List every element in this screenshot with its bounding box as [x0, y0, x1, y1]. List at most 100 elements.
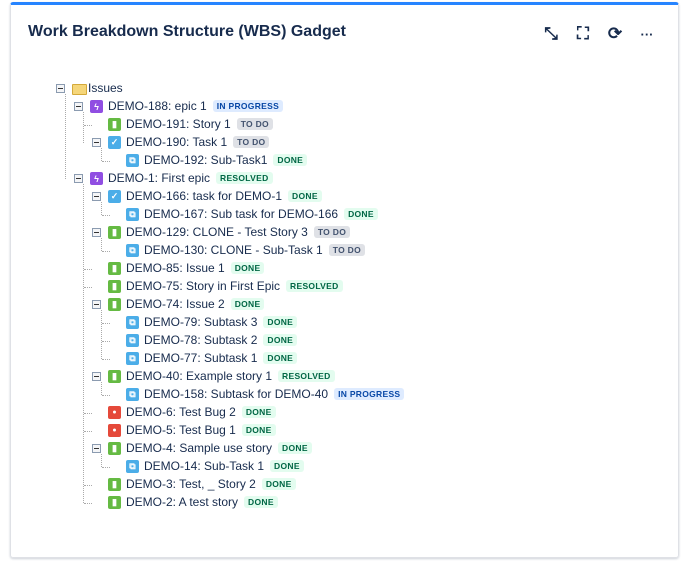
issue-title[interactable]: DEMO-74: Issue 2	[126, 297, 225, 311]
issue-title[interactable]: DEMO-158: Subtask for DEMO-40	[144, 387, 329, 401]
issue-title[interactable]: DEMO-75: Story in First Epic	[126, 279, 281, 293]
task-icon: ✓	[108, 136, 121, 149]
tree-item-label[interactable]: DEMO-129: CLONE - Test Story 3 TO DO	[126, 225, 351, 239]
issue-title[interactable]: DEMO-77: Subtask 1	[144, 351, 258, 365]
subtask-icon: ⧉	[126, 208, 139, 221]
tree-connector	[83, 184, 84, 503]
wbs-gadget: Work Breakdown Structure (WBS) Gadget ⤡ ⛶…	[10, 2, 679, 558]
tree-item-label[interactable]: DEMO-78: Subtask 2 DONE	[144, 333, 298, 347]
collapse-toggle[interactable]	[56, 84, 65, 93]
issue-title[interactable]: DEMO-14: Sub-Task 1	[144, 459, 265, 473]
issue-title[interactable]: DEMO-191: Story 1	[126, 117, 231, 131]
gadget-actions: ⤡ ⛶ ⟳ ···	[542, 24, 656, 43]
tree-item-label[interactable]: DEMO-75: Story in First Epic RESOLVED	[126, 279, 343, 293]
bug-icon: ●	[108, 424, 121, 437]
refresh-button[interactable]: ⟳	[607, 24, 623, 43]
issue-title[interactable]: DEMO-85: Issue 1	[126, 261, 225, 275]
tree-item-label[interactable]: DEMO-192: Sub-Task1 DONE	[144, 153, 308, 167]
tree-item-label[interactable]: Issues	[88, 81, 123, 95]
status-badge: DONE	[270, 460, 304, 472]
tree-connector	[102, 323, 110, 324]
tree-connector	[102, 395, 110, 396]
status-badge: RESOLVED	[286, 280, 343, 292]
issue-title[interactable]: DEMO-78: Subtask 2	[144, 333, 258, 347]
tree-connector	[101, 382, 102, 395]
tree-connector	[102, 251, 110, 252]
tree-connector	[84, 503, 92, 504]
tree-item-label[interactable]: DEMO-2: A test story DONE	[126, 495, 278, 509]
tree-item-label[interactable]: DEMO-85: Issue 1 DONE	[126, 261, 265, 275]
status-badge: RESOLVED	[278, 370, 335, 382]
status-badge: TO DO	[236, 118, 273, 130]
collapse-toggle[interactable]	[92, 444, 101, 453]
issue-title[interactable]: DEMO-190: Task 1	[126, 135, 228, 149]
status-badge: DONE	[278, 442, 312, 454]
story-icon: ▮	[108, 478, 121, 491]
issue-title[interactable]: Issues	[88, 81, 123, 95]
collapse-toggle[interactable]	[74, 174, 83, 183]
gadget-title: Work Breakdown Structure (WBS) Gadget	[28, 23, 346, 40]
tree-item-label[interactable]: DEMO-79: Subtask 3 DONE	[144, 315, 298, 329]
tree-connector	[101, 238, 102, 251]
story-icon: ▮	[108, 226, 121, 239]
tree-item-label[interactable]: DEMO-6: Test Bug 2 DONE	[126, 405, 276, 419]
collapse-toggle[interactable]	[92, 372, 101, 381]
subtask-icon: ⧉	[126, 334, 139, 347]
tree-item-label[interactable]: DEMO-5: Test Bug 1 DONE	[126, 423, 276, 437]
status-badge: DONE	[273, 154, 308, 166]
tree-item-label[interactable]: DEMO-188: epic 1 IN PROGRESS	[108, 99, 284, 113]
issue-title[interactable]: DEMO-6: Test Bug 2	[126, 405, 236, 419]
collapse-toggle[interactable]	[92, 138, 101, 147]
issue-title[interactable]: DEMO-129: CLONE - Test Story 3	[126, 225, 308, 239]
collapse-toggle[interactable]	[92, 192, 101, 201]
collapse-toggle[interactable]	[92, 228, 101, 237]
tree-connector	[102, 161, 110, 162]
tree-item-label[interactable]: DEMO-40: Example story 1 RESOLVED	[126, 369, 335, 383]
tree-item-label[interactable]: DEMO-3: Test, _ Story 2 DONE	[126, 477, 296, 491]
tree-connector	[84, 269, 92, 270]
issue-title[interactable]: DEMO-40: Example story 1	[126, 369, 273, 383]
tree-item-label[interactable]: DEMO-191: Story 1 TO DO	[126, 117, 273, 131]
tree-connector	[102, 467, 110, 468]
fullscreen-button[interactable]: ⛶	[577, 24, 589, 43]
story-icon: ▮	[108, 262, 121, 275]
issue-title[interactable]: DEMO-5: Test Bug 1	[126, 423, 236, 437]
issue-title[interactable]: DEMO-3: Test, _ Story 2	[126, 477, 256, 491]
tree-item-label[interactable]: DEMO-130: CLONE - Sub-Task 1 TO DO	[144, 243, 365, 257]
minimize-button[interactable]: ⤡	[544, 24, 558, 43]
issue-title[interactable]: DEMO-4: Sample use story	[126, 441, 273, 455]
issue-title[interactable]: DEMO-2: A test story	[126, 495, 239, 509]
tree-item-label[interactable]: DEMO-167: Sub task for DEMO-166 DONE	[144, 207, 378, 221]
subtask-icon: ⧉	[126, 388, 139, 401]
tree-item-label[interactable]: DEMO-166: task for DEMO-1 DONE	[126, 189, 322, 203]
tree-connector	[84, 431, 92, 432]
status-badge: DONE	[241, 406, 276, 418]
collapse-toggle[interactable]	[92, 300, 101, 309]
issue-title[interactable]: DEMO-167: Sub task for DEMO-166	[144, 207, 339, 221]
tree-item-label[interactable]: DEMO-1: First epic RESOLVED	[108, 171, 273, 185]
tree-item-label[interactable]: DEMO-158: Subtask for DEMO-40 IN PROGRESS	[144, 387, 405, 401]
tree-connector	[101, 310, 102, 359]
story-icon: ▮	[108, 298, 121, 311]
tree-connector	[84, 413, 92, 414]
issue-title[interactable]: DEMO-1: First epic	[108, 171, 211, 185]
collapse-toggle[interactable]	[74, 102, 83, 111]
issue-title[interactable]: DEMO-79: Subtask 3	[144, 315, 258, 329]
status-badge: DONE	[230, 262, 265, 274]
story-icon: ▮	[108, 370, 121, 383]
status-badge: DONE	[344, 208, 378, 220]
tree-item-label[interactable]: DEMO-190: Task 1 TO DO	[126, 135, 270, 149]
tree-connector	[101, 202, 102, 215]
tree-item-label[interactable]: DEMO-74: Issue 2 DONE	[126, 297, 265, 311]
tree-item-label[interactable]: DEMO-4: Sample use story DONE	[126, 441, 312, 455]
issue-title[interactable]: DEMO-166: task for DEMO-1	[126, 189, 283, 203]
issue-title[interactable]: DEMO-188: epic 1	[108, 99, 207, 113]
folder-icon	[72, 84, 87, 95]
tree-item-label[interactable]: DEMO-14: Sub-Task 1 DONE	[144, 459, 304, 473]
task-icon: ✓	[108, 190, 121, 203]
issue-title[interactable]: DEMO-130: CLONE - Sub-Task 1	[144, 243, 323, 257]
epic-icon: ϟ	[90, 100, 103, 113]
more-button[interactable]: ···	[640, 26, 654, 42]
issue-title[interactable]: DEMO-192: Sub-Task1	[144, 153, 268, 167]
tree-item-label[interactable]: DEMO-77: Subtask 1 DONE	[144, 351, 298, 365]
